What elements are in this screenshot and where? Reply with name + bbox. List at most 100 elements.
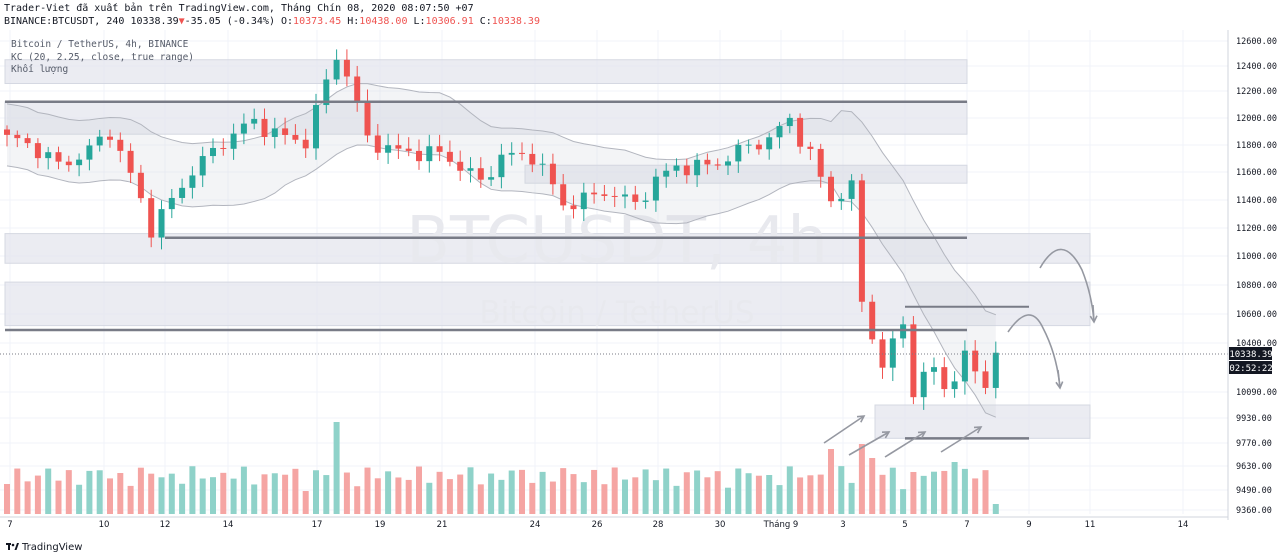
volume-bar [446,479,453,514]
y-tick-label: 11000.00 [1236,252,1277,262]
legend-title[interactable]: Bitcoin / TetherUS, 4h, BINANCE [11,39,189,50]
change-text: -35.05 (-0.34%) [184,16,275,27]
publish-line: Trader-Viet đã xuất bản trên TradingView… [4,3,474,14]
candle-body [467,168,474,171]
candle-body [86,145,93,160]
candle-body [580,192,587,210]
projection-curve [1007,314,1061,389]
volume-bar [910,471,917,514]
candle-body [529,153,536,165]
legend-volume[interactable]: Khối lượng [11,64,69,75]
x-tick-label: 14 [1178,520,1189,530]
candle-body [364,100,371,136]
candle-body [199,156,206,176]
volume-bar [271,473,278,514]
volume-bar [508,470,515,514]
candle-body [838,198,845,202]
x-tick-label: 7 [964,520,969,530]
volume-bar [663,468,670,514]
volume-bar [148,473,155,514]
volume-bar [828,449,834,514]
volume-bar [457,474,464,514]
candlesticks [4,49,999,410]
candle-body [776,126,783,138]
candle-body [343,59,350,77]
volume-bar [735,468,742,514]
price-axis[interactable]: 12600.00 12400.00 12200.00 12000.00 11800.00… [1227,30,1277,520]
candle-body [992,352,999,388]
volume-bar [230,478,237,514]
candle-body [405,148,412,151]
horizontal-levels[interactable] [5,100,1029,440]
volume-bar [961,468,968,514]
volume-bar [343,472,350,514]
volume-bar [405,479,412,514]
x-tick-label: 19 [375,520,386,530]
candle-body [920,371,927,398]
candle-body [755,144,762,150]
candle-body [230,133,237,149]
volume-bar [426,482,433,514]
channel-upper [6,83,996,316]
volume-bar [436,471,443,514]
quote-line: BINANCE:BTCUSDT, 240 10338.39▼-35.05 (-0… [4,16,540,27]
candle-body [931,367,937,372]
candle-body [694,159,701,176]
candle-body [519,152,525,154]
x-tick-label: 10 [99,520,110,530]
candle-body [292,134,299,140]
candle-body [951,381,958,390]
candle-body [683,165,690,176]
x-tick-label: Tháng 9 [763,520,799,530]
tradingview-footer[interactable]: TradingView [6,541,82,553]
volume-bar [848,482,855,514]
candle-body [910,324,917,398]
candle-body [797,117,804,147]
volume-bar [282,474,289,514]
candle-body [570,205,577,210]
candle-body [323,79,330,106]
candle-body [725,161,731,166]
candle-body [652,176,659,201]
y-tick-label: 10400.00 [1236,339,1277,349]
legend-indicator[interactable]: KC (20, 2.25, close, true range) [11,51,195,63]
y-tick-label: 9930.00 [1236,414,1272,424]
chart-header: Trader-Viet đã xuất bản trên TradingView… [4,2,540,28]
volume-bar [168,473,175,514]
arrow-line [884,431,926,458]
candle-body [385,145,392,153]
support-resistance-zones [4,59,1091,439]
candle-body [663,170,670,177]
arrow-line [1092,304,1095,323]
volume-bar [838,466,845,514]
candle-body [848,180,855,199]
candle-body [766,137,773,150]
volume-bar [333,422,340,514]
last-price-label: 10338.39 [1229,350,1272,360]
candle-body [549,163,556,185]
candle-body [24,138,31,144]
y-tick-label: 12000.00 [1236,114,1277,124]
candle-body [622,194,628,197]
arrow-drawings[interactable] [823,248,1098,458]
candle-body [220,147,227,149]
y-tick-label: 10090.00 [1236,388,1277,398]
candle-body [210,147,216,157]
arrow-head [917,431,927,439]
volume-bar [992,504,999,514]
volume-bar [549,481,556,514]
chart-legend: Bitcoin / TetherUS, 4h, BINANCE KC (20, … [11,39,194,77]
time-axis[interactable]: 7 10 12 14 17 19 21 24 26 28 30 Tháng 9 3 5 7 9 11 14 [0,516,1228,530]
x-tick-label: 26 [592,520,603,530]
tradingview-logo-icon [6,543,19,550]
y-tick-label: 9490.00 [1236,486,1272,496]
candle-body [786,117,793,127]
volume-bar [65,470,72,514]
volume-bar [858,444,865,514]
volume-bar [972,478,979,514]
volume-bar [96,470,103,514]
candle-body [76,159,83,166]
x-tick-label: 17 [312,520,323,530]
low-value: 10306.91 [425,16,474,27]
